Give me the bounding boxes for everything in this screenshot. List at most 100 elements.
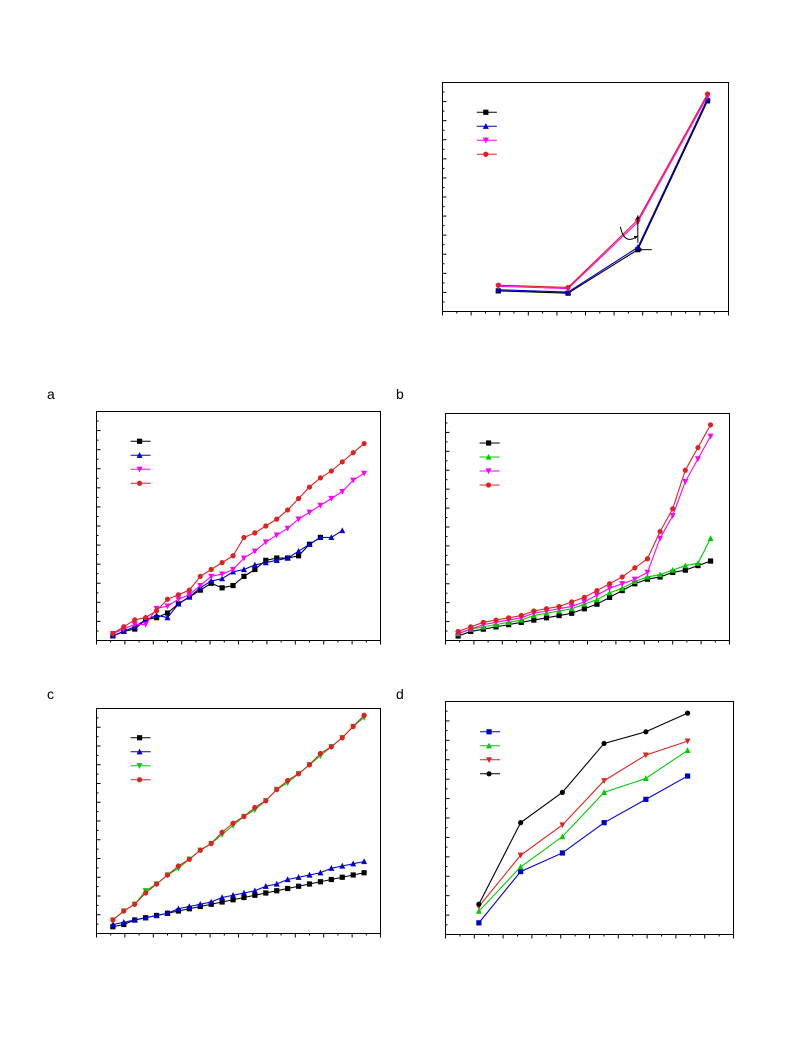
legend [480,729,501,777]
data-point [581,606,587,612]
data-point [670,506,676,512]
data-point [153,912,160,919]
data-point [328,865,335,871]
data-point [350,860,357,867]
data-point [241,534,247,541]
axis-ticks [96,708,381,938]
data-point [132,901,138,907]
axis-ticks [96,411,381,645]
data-point [230,820,236,826]
data-point [109,921,116,928]
legend-marker [485,482,492,488]
data-point [644,573,651,580]
legend [130,735,151,783]
data-point [317,502,324,509]
series-3 [109,470,368,637]
data-point [241,813,247,820]
data-point [339,527,346,534]
series-line [478,749,688,912]
panel-label-c: c [47,686,54,702]
data-point [339,862,346,869]
data-point [230,553,236,559]
data-point [175,600,182,607]
data-point [164,596,171,602]
data-point [241,894,247,901]
chart-d [445,701,734,939]
legend-marker [136,480,143,486]
data-point [252,530,258,536]
legend-marker [483,109,489,115]
data-point [273,557,280,563]
series-2 [109,858,368,928]
legend-marker [136,438,143,444]
legend-marker [482,123,489,129]
data-point [252,804,258,811]
data-point [606,581,613,587]
data-point [581,594,587,600]
data-point [306,541,313,547]
data-point [695,444,701,451]
legend-marker [486,729,492,735]
data-point [518,868,524,875]
data-point [121,908,127,914]
data-point [252,566,258,573]
data-point [186,592,193,598]
data-point [164,614,171,621]
data-point [601,820,607,826]
annotation-arrow [619,226,639,240]
legend-marker [486,771,492,777]
data-point [682,567,688,573]
axis-ticks [445,413,730,645]
data-point [251,548,258,555]
plot-frame [442,82,729,312]
data-point [682,479,689,485]
legend-marker [483,151,489,157]
series-4 [476,710,691,907]
data-point [455,628,461,635]
data-point [632,565,638,571]
data-point [219,571,226,578]
data-point [197,573,203,579]
data-point [295,771,302,777]
data-point [704,91,711,97]
legend-marker [136,777,143,783]
series-line [478,740,688,907]
data-point [543,615,550,621]
data-point [543,606,550,612]
data-point [208,573,215,580]
data-point [251,561,258,568]
data-point [707,535,714,541]
data-point [657,571,664,578]
data-point [208,566,214,573]
series-line [498,93,709,289]
data-point [153,608,160,614]
data-point [684,747,691,754]
series-4 [495,91,711,291]
plot-frame [445,413,730,641]
plot-frame [96,411,381,641]
legend-marker [136,763,143,769]
data-point [682,562,689,569]
data-point [285,885,291,892]
data-point [273,532,280,539]
data-point [164,610,171,616]
data-point [606,585,613,592]
data-point [643,729,649,735]
data-point [295,553,302,559]
data-point [142,914,149,921]
data-point [694,456,701,463]
series-line [112,872,365,928]
data-point [120,919,127,925]
data-point [208,840,214,847]
data-point [565,284,571,291]
data-point [684,738,691,745]
data-point [306,871,313,878]
data-point [339,459,345,465]
data-point [284,876,291,883]
data-point [350,872,356,878]
data-point [569,610,575,616]
series-line [498,98,709,293]
data-point [518,820,524,826]
data-point [643,796,649,802]
data-point [317,750,324,757]
